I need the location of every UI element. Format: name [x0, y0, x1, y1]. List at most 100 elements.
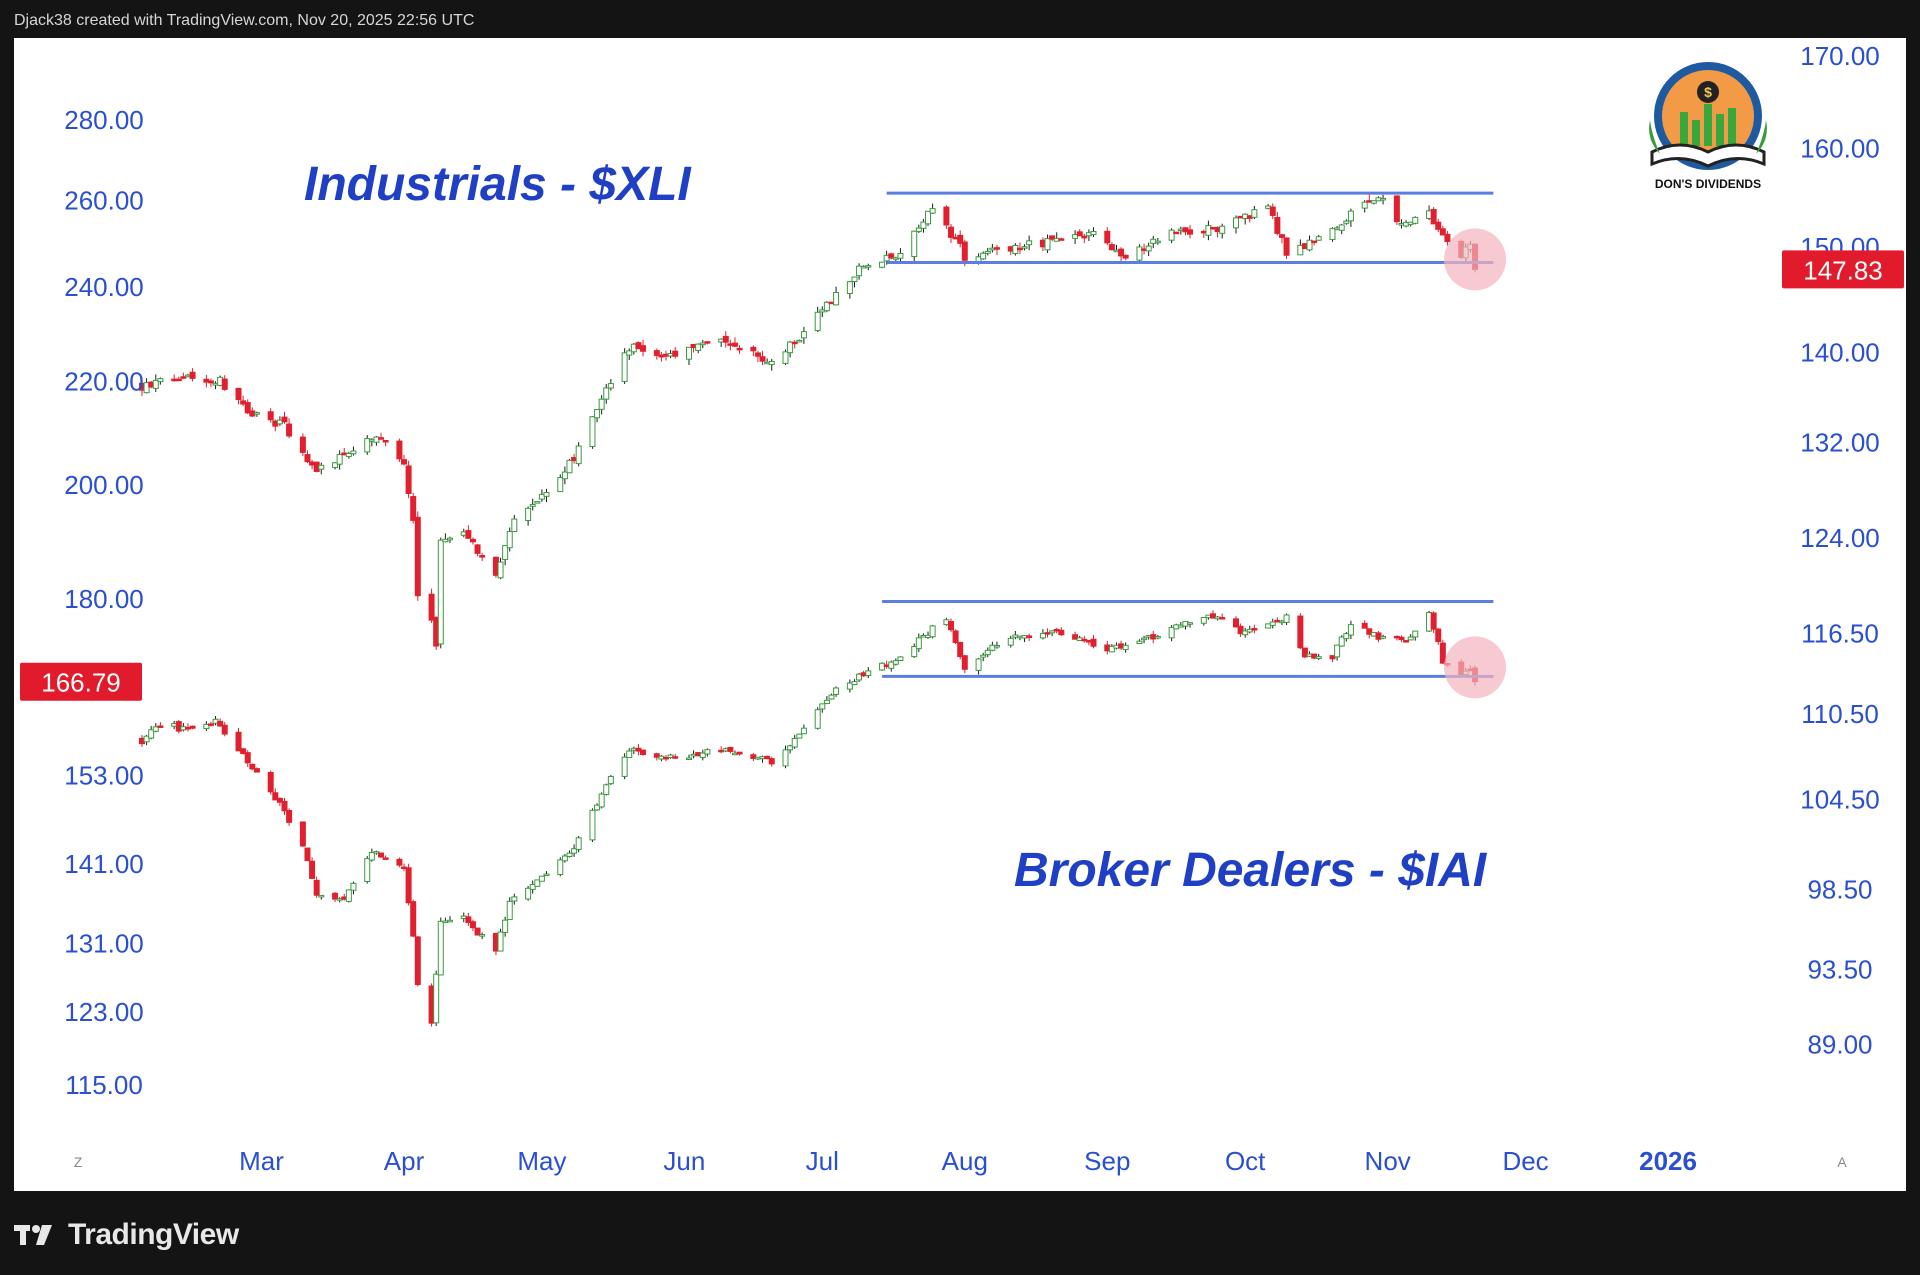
- candle-body: [1283, 237, 1290, 256]
- candle: [534, 879, 541, 887]
- candle-body: [1219, 617, 1226, 620]
- candle-body: [603, 784, 610, 795]
- candle-body: [1021, 246, 1028, 249]
- candle-body: [1251, 209, 1258, 218]
- price-tag-text: 166.79: [41, 668, 121, 698]
- candle-body: [309, 860, 316, 879]
- candle: [980, 251, 987, 260]
- candle: [525, 506, 532, 526]
- candle: [157, 377, 164, 385]
- candle-body: [685, 757, 692, 760]
- candle-body: [1219, 225, 1226, 234]
- candle-body: [281, 416, 288, 423]
- candle-body: [607, 775, 614, 785]
- candle-body: [345, 889, 352, 902]
- xli-axis-tick: 104.50: [1800, 784, 1880, 814]
- candle: [143, 378, 150, 394]
- candle-body: [336, 454, 343, 465]
- candle-body: [1361, 201, 1368, 209]
- candle: [796, 733, 803, 739]
- candle-body: [948, 226, 954, 238]
- candle: [276, 797, 283, 807]
- candle-body: [1315, 236, 1322, 241]
- candle: [217, 718, 224, 727]
- candle: [1200, 616, 1207, 626]
- candle-body: [299, 436, 306, 453]
- candle: [1380, 194, 1387, 205]
- iai-axis-tick: 123.00: [64, 997, 144, 1027]
- candle-body: [1039, 632, 1046, 639]
- candle-body: [1136, 246, 1143, 261]
- candle-body: [1072, 634, 1079, 640]
- candle-body: [235, 731, 242, 752]
- candle: [1049, 235, 1056, 242]
- candle: [984, 247, 991, 256]
- candle-body: [768, 361, 775, 366]
- candle: [640, 749, 647, 756]
- candle: [1026, 633, 1033, 642]
- candle-body: [382, 857, 389, 860]
- candle: [911, 230, 918, 263]
- logo-bar-3: [1704, 104, 1712, 146]
- chart-canvas[interactable]: 170.00160.00150.00140.00132.00124.00116.…: [14, 38, 1906, 1191]
- candle: [768, 358, 775, 371]
- candle-body: [1347, 624, 1354, 636]
- candle: [1366, 628, 1373, 639]
- candle-body: [598, 398, 605, 410]
- candle-body: [621, 352, 628, 382]
- candle: [1412, 630, 1419, 641]
- price-tag-bg: [1782, 250, 1904, 289]
- candle-body: [704, 749, 711, 755]
- candle-body: [497, 931, 504, 952]
- candle-body: [543, 492, 550, 497]
- candle-body: [943, 206, 950, 226]
- candle: [653, 348, 660, 360]
- candle: [1026, 235, 1033, 251]
- candle: [1072, 230, 1079, 244]
- xli-axis-tick: 124.00: [1800, 523, 1880, 553]
- candle: [787, 340, 794, 358]
- candle-body: [1306, 239, 1313, 251]
- x-axis-label: Jul: [806, 1146, 839, 1176]
- candle: [529, 880, 536, 894]
- candle-body: [148, 729, 155, 739]
- candle-body: [525, 507, 532, 521]
- candle: [561, 853, 568, 863]
- candle: [557, 474, 564, 493]
- footer-brand[interactable]: TradingView: [14, 1210, 239, 1260]
- candle: [446, 536, 453, 544]
- candle-body: [1338, 224, 1345, 231]
- candle-body: [446, 537, 453, 541]
- candle: [915, 633, 922, 652]
- candle-body: [405, 465, 412, 495]
- candle-body: [1366, 628, 1373, 635]
- candle: [961, 654, 968, 674]
- candle: [286, 808, 293, 826]
- candle-body: [534, 879, 541, 887]
- candle-body: [897, 253, 904, 259]
- candle-body: [856, 673, 863, 681]
- candle-body: [446, 919, 453, 923]
- candle-body: [984, 250, 991, 254]
- candle-body: [1044, 632, 1051, 635]
- candle-body: [1380, 636, 1387, 639]
- candle: [1141, 635, 1148, 644]
- candle: [1049, 630, 1056, 637]
- candle: [446, 916, 453, 923]
- candle: [1246, 625, 1253, 634]
- candle: [405, 863, 412, 906]
- candle-body: [465, 916, 472, 923]
- candle-body: [157, 378, 164, 383]
- candle: [382, 440, 389, 447]
- candle: [800, 326, 807, 344]
- auto-scale-corner-right: A: [1837, 1154, 1847, 1170]
- chart-panel[interactable]: 170.00 160.00 150.00 140.00 132.00 124.00 116.…: [14, 38, 1906, 1191]
- candle: [1269, 618, 1276, 629]
- candle-body: [1108, 244, 1115, 251]
- candle-body: [318, 464, 325, 470]
- xli-axis-tick: 93.50: [1807, 954, 1872, 984]
- candle-body: [764, 755, 771, 760]
- candle: [221, 375, 228, 391]
- candle: [1311, 653, 1318, 660]
- candle-body: [469, 538, 476, 543]
